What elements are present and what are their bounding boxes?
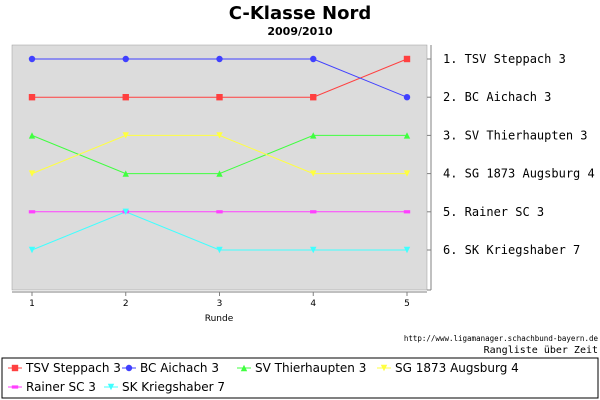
legend-label: SV Thierhaupten 3 bbox=[255, 361, 366, 375]
legend-item: Rainer SC 3 bbox=[8, 380, 96, 394]
legend-label: TSV Steppach 3 bbox=[25, 361, 121, 375]
data-point bbox=[403, 210, 411, 214]
legend-marker bbox=[125, 364, 133, 372]
x-tick-labels: 1 2 3 4 5 bbox=[29, 292, 410, 309]
legend-marker bbox=[107, 383, 115, 391]
data-point bbox=[403, 94, 411, 101]
data-point bbox=[216, 132, 223, 139]
data-point bbox=[403, 246, 411, 254]
data-point bbox=[310, 246, 317, 254]
data-point bbox=[28, 132, 36, 139]
data-point bbox=[122, 132, 129, 139]
data-point bbox=[216, 55, 223, 63]
x-tick-label: 2 bbox=[123, 299, 129, 309]
legend-label: SG 1873 Augsburg 4 bbox=[395, 361, 519, 375]
data-point bbox=[403, 132, 411, 139]
data-point bbox=[216, 94, 223, 101]
data-point bbox=[310, 210, 317, 214]
data-point bbox=[216, 246, 223, 254]
legend-label: BC Aichach 3 bbox=[140, 361, 219, 375]
legend-item: BC Aichach 3 bbox=[122, 361, 219, 375]
rank-label: 1. TSV Steppach 3 bbox=[443, 52, 566, 66]
data-point bbox=[28, 94, 36, 101]
data-point bbox=[310, 170, 317, 177]
data-point bbox=[122, 208, 129, 215]
rank-label: 6. SK Kriegshaber 7 bbox=[443, 243, 580, 257]
legend-marker bbox=[11, 364, 19, 372]
x-axis-label: Runde bbox=[205, 314, 234, 324]
data-point bbox=[216, 210, 223, 214]
legend-item: SG 1873 Augsburg 4 bbox=[377, 361, 519, 375]
data-point bbox=[310, 94, 317, 101]
data-point bbox=[310, 132, 317, 139]
rank-label: 2. BC Aichach 3 bbox=[443, 90, 551, 104]
rank-label: 4. SG 1873 Augsburg 4 bbox=[443, 167, 595, 181]
rank-label: 5. Rainer SC 3 bbox=[443, 205, 544, 219]
data-point bbox=[122, 55, 129, 63]
data-point bbox=[28, 55, 36, 63]
chart-subtitle: 2009/2010 bbox=[267, 25, 333, 38]
data-point bbox=[216, 170, 223, 177]
data-point bbox=[28, 246, 36, 254]
legend-label: Rainer SC 3 bbox=[26, 380, 96, 394]
data-point bbox=[403, 55, 411, 63]
data-point bbox=[403, 170, 411, 177]
data-point bbox=[28, 210, 36, 214]
legend: TSV Steppach 3 BC Aichach 3 SV Thierhaupte… bbox=[8, 361, 519, 394]
legend-item: SV Thierhaupten 3 bbox=[237, 361, 366, 375]
rank-label: 3. SV Thierhaupten 3 bbox=[443, 128, 588, 142]
series-markers bbox=[28, 55, 411, 254]
x-tick-label: 4 bbox=[310, 299, 316, 309]
data-point bbox=[122, 170, 129, 177]
plot-area bbox=[11, 44, 428, 291]
x-tick-label: 3 bbox=[217, 299, 223, 309]
x-tick-label: 5 bbox=[404, 299, 410, 309]
legend-box bbox=[1, 357, 599, 399]
rank-labels: 1. TSV Steppach 3 2. BC Aichach 3 3. SV Th… bbox=[427, 52, 595, 291]
legend-marker bbox=[240, 364, 248, 372]
data-point bbox=[310, 55, 317, 63]
legend-marker bbox=[11, 385, 19, 389]
x-tick-label: 1 bbox=[29, 299, 35, 309]
legend-item: SK Kriegshaber 7 bbox=[104, 380, 225, 394]
data-point bbox=[122, 94, 129, 101]
legend-label: SK Kriegshaber 7 bbox=[122, 380, 225, 394]
source-url: http://www.ligamanager.schachbund-bayern… bbox=[404, 334, 599, 343]
data-point bbox=[28, 170, 36, 177]
legend-item: TSV Steppach 3 bbox=[8, 361, 121, 375]
chart-title: C-Klasse Nord bbox=[229, 3, 371, 24]
legend-marker bbox=[380, 364, 388, 372]
chart-caption: Rangliste über Zeit bbox=[484, 345, 598, 356]
